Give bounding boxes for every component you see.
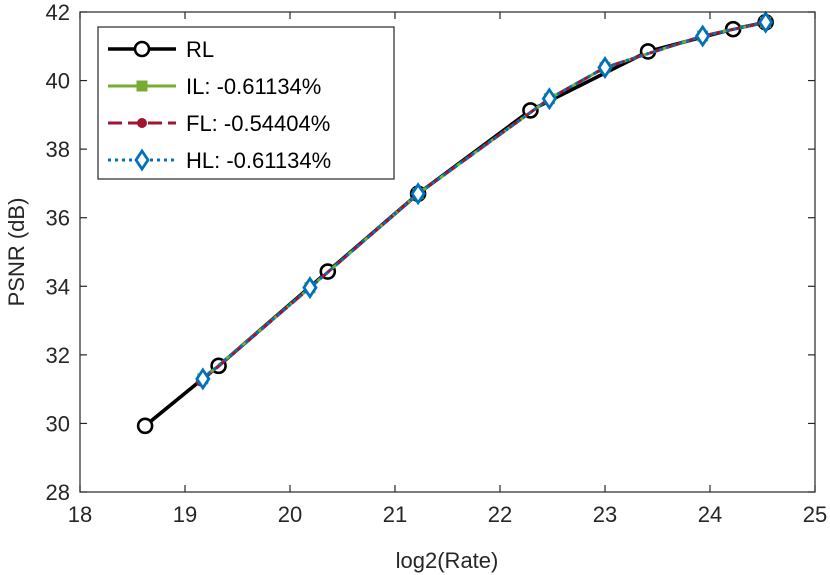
y-tick-label: 36 <box>46 206 70 231</box>
y-tick-label: 34 <box>46 274 70 299</box>
data-point <box>597 56 613 80</box>
legend-entry-label: FL: -0.54404% <box>186 111 330 136</box>
y-tick-label: 30 <box>46 411 70 436</box>
data-point <box>694 24 711 48</box>
x-tick-label: 22 <box>488 502 512 527</box>
x-tick-label: 25 <box>803 502 827 527</box>
legend-entry-label: IL: -0.61134% <box>186 74 321 99</box>
x-tick-label: 18 <box>68 502 92 527</box>
data-point <box>410 182 426 206</box>
legend: RL IL: -0.61134% FL: -0.54404% HL: -0.61134… <box>97 26 395 180</box>
legend-marker <box>137 118 147 128</box>
ticks-layer: 18 19 20 21 22 23 24 25 28 30 32 34 36 38 40 42 <box>46 0 828 527</box>
series-4 <box>195 10 774 391</box>
x-tick-label: 19 <box>173 502 197 527</box>
y-tick-label: 32 <box>46 343 70 368</box>
data-point <box>541 87 558 111</box>
y-tick-label: 42 <box>46 0 70 25</box>
y-tick-label: 40 <box>46 69 70 94</box>
data-point <box>757 10 774 34</box>
data-point <box>136 417 154 435</box>
x-tick-label: 23 <box>593 502 617 527</box>
legend-marker <box>133 40 151 58</box>
x-tick-label: 24 <box>698 502 722 527</box>
y-axis-label: PSNR (dB) <box>4 198 29 307</box>
axes-box <box>79 11 816 493</box>
y-tick-label: 38 <box>46 137 70 162</box>
x-axis-label: log2(Rate) <box>396 548 499 573</box>
legend-marker <box>134 148 150 172</box>
data-point <box>195 367 211 391</box>
data-point <box>302 276 318 300</box>
legend-entry-label: HL: -0.61134% <box>186 148 331 173</box>
series-layer <box>136 10 774 435</box>
x-tick-label: 21 <box>383 502 407 527</box>
x-tick-label: 20 <box>278 502 302 527</box>
y-tick-label: 28 <box>46 480 70 505</box>
legend-entry-label: RL <box>186 37 214 62</box>
legend-marker <box>136 80 148 92</box>
